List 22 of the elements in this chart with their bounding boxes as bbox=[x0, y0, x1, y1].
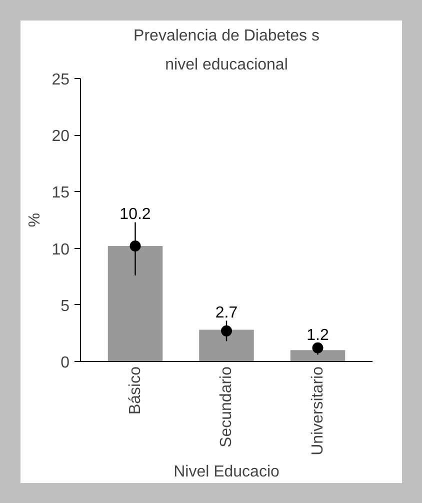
x-tick-label: Básico bbox=[126, 366, 144, 415]
y-tick-label: 25 bbox=[52, 72, 70, 88]
x-tick-label: Secundario bbox=[218, 366, 235, 448]
y-tick-label: 20 bbox=[52, 128, 70, 146]
y-tick-label: 15 bbox=[52, 184, 70, 202]
chart-subtitle: nivel educacional bbox=[165, 56, 288, 74]
chart-title: Prevalencia de Diabetes s bbox=[134, 28, 320, 44]
y-axis-title: % bbox=[26, 212, 44, 228]
point bbox=[130, 240, 141, 252]
point bbox=[221, 325, 232, 336]
x-axis-title: Nivel Educacio bbox=[174, 463, 280, 480]
bar bbox=[108, 246, 163, 362]
point bbox=[312, 342, 324, 354]
bar bbox=[199, 330, 254, 362]
data-label: 2.7 bbox=[215, 304, 238, 322]
y-tick-label: 0 bbox=[60, 354, 70, 372]
data-label: 1.2 bbox=[306, 326, 329, 344]
data-label: 10.2 bbox=[120, 206, 151, 223]
y-tick-label: 10 bbox=[52, 241, 70, 258]
x-tick-label: Universitario bbox=[309, 366, 326, 456]
bar bbox=[290, 350, 346, 362]
y-tick-label: 5 bbox=[60, 298, 70, 315]
